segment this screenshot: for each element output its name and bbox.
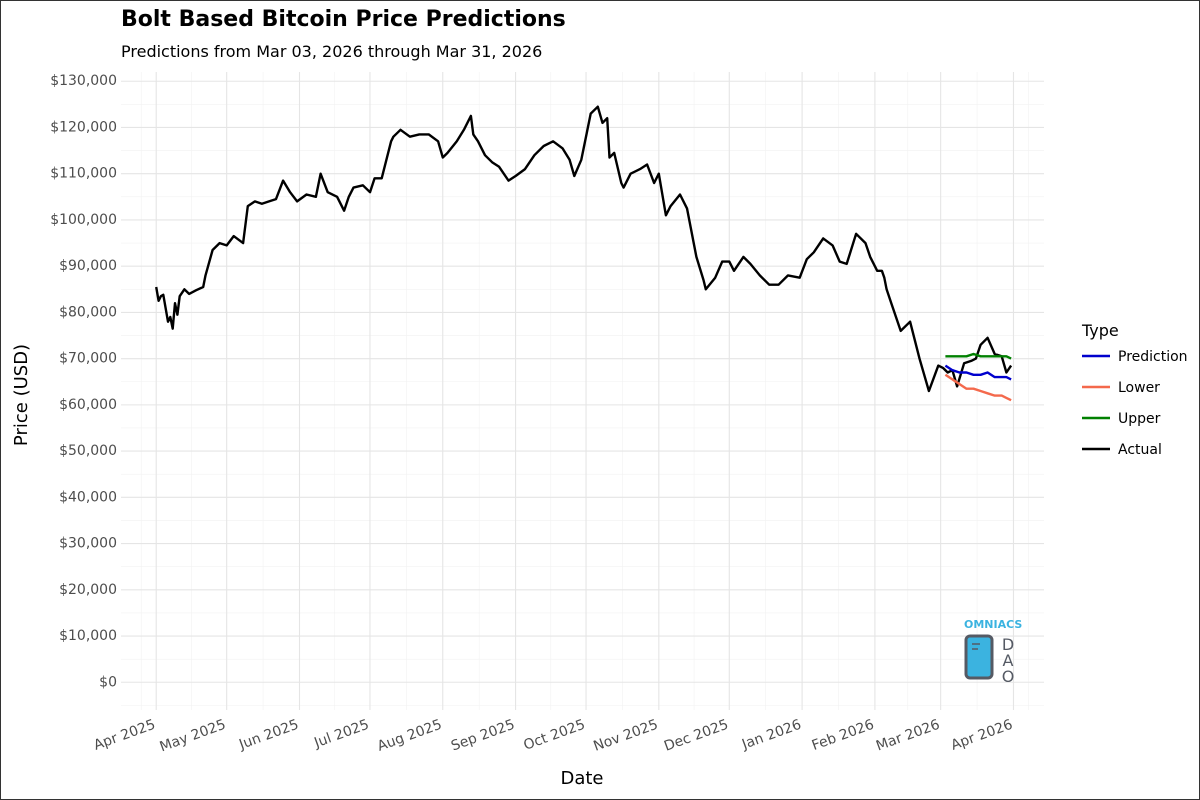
y-tick-label: $40,000 (59, 489, 117, 505)
x-tick-label: May 2025 (158, 717, 228, 756)
x-tick-label: Aug 2025 (375, 717, 444, 755)
logo-letter-a: A (1003, 651, 1014, 670)
y-tick-label: $0 (99, 674, 117, 690)
x-tick-label: Jul 2025 (311, 717, 371, 752)
x-tick-label: Jun 2025 (236, 717, 301, 754)
x-tick-label: Feb 2026 (810, 717, 877, 754)
chart-title: Bolt Based Bitcoin Price Predictions (121, 7, 566, 32)
x-tick-label: Oct 2025 (521, 717, 587, 754)
logo-letter-o: O (1002, 667, 1015, 686)
series-line-prediction (944, 364, 1012, 381)
x-tick-label: Mar 2026 (874, 717, 942, 755)
series-lines (155, 105, 1013, 402)
logo-detail-icon (972, 643, 980, 650)
legend-label-prediction: Prediction (1118, 349, 1188, 365)
y-tick-label: $90,000 (59, 258, 117, 274)
y-tick-label: $20,000 (59, 582, 117, 598)
omniacs-dao-logo: OMNIACS D A O (964, 618, 1022, 686)
x-tick-label: Apr 2025 (92, 717, 158, 754)
series-line-lower (944, 373, 1012, 402)
logo-text: OMNIACS (964, 618, 1022, 631)
legend-label-actual: Actual (1118, 442, 1162, 458)
x-tick-label: Dec 2025 (662, 717, 731, 755)
logo-letter-d: D (1002, 635, 1014, 654)
x-tick-label: Jan 2026 (739, 717, 803, 753)
x-tick-label: Nov 2025 (591, 717, 660, 755)
x-tick-label: Apr 2026 (949, 717, 1015, 754)
series-line-actual (155, 105, 1013, 393)
y-tick-label: $10,000 (59, 628, 117, 644)
x-axis-ticks: Apr 2025 May 2025 Jun 2025 Jul 2025 Aug 2025… (92, 717, 1015, 756)
y-tick-label: $100,000 (50, 212, 117, 228)
chart-subtitle: Predictions from Mar 03, 2026 through Ma… (121, 42, 543, 61)
y-tick-label: $60,000 (59, 397, 117, 413)
logo-phone-icon (964, 634, 994, 680)
y-axis-ticks: $0 $10,000 $20,000 $30,000 $40,000 $50,000 $60… (50, 73, 117, 690)
major-gridlines (121, 72, 1044, 710)
legend-label-upper: Upper (1118, 411, 1161, 427)
minor-gridlines (121, 72, 1044, 710)
y-axis-title: Price (USD) (11, 344, 32, 446)
y-tick-label: $130,000 (50, 73, 117, 89)
y-tick-label: $110,000 (50, 166, 117, 182)
legend: Type Prediction Lower Upper Actual (1081, 321, 1188, 458)
x-tick-label: Sep 2025 (449, 717, 517, 755)
series-line-upper (945, 352, 1012, 360)
y-tick-label: $30,000 (59, 536, 117, 552)
y-tick-label: $80,000 (59, 304, 117, 320)
legend-label-lower: Lower (1118, 380, 1160, 396)
y-tick-label: $50,000 (59, 443, 117, 459)
x-axis-title: Date (560, 768, 603, 789)
y-tick-label: $70,000 (59, 351, 117, 367)
y-tick-label: $120,000 (50, 119, 117, 135)
legend-title: Type (1081, 321, 1119, 340)
